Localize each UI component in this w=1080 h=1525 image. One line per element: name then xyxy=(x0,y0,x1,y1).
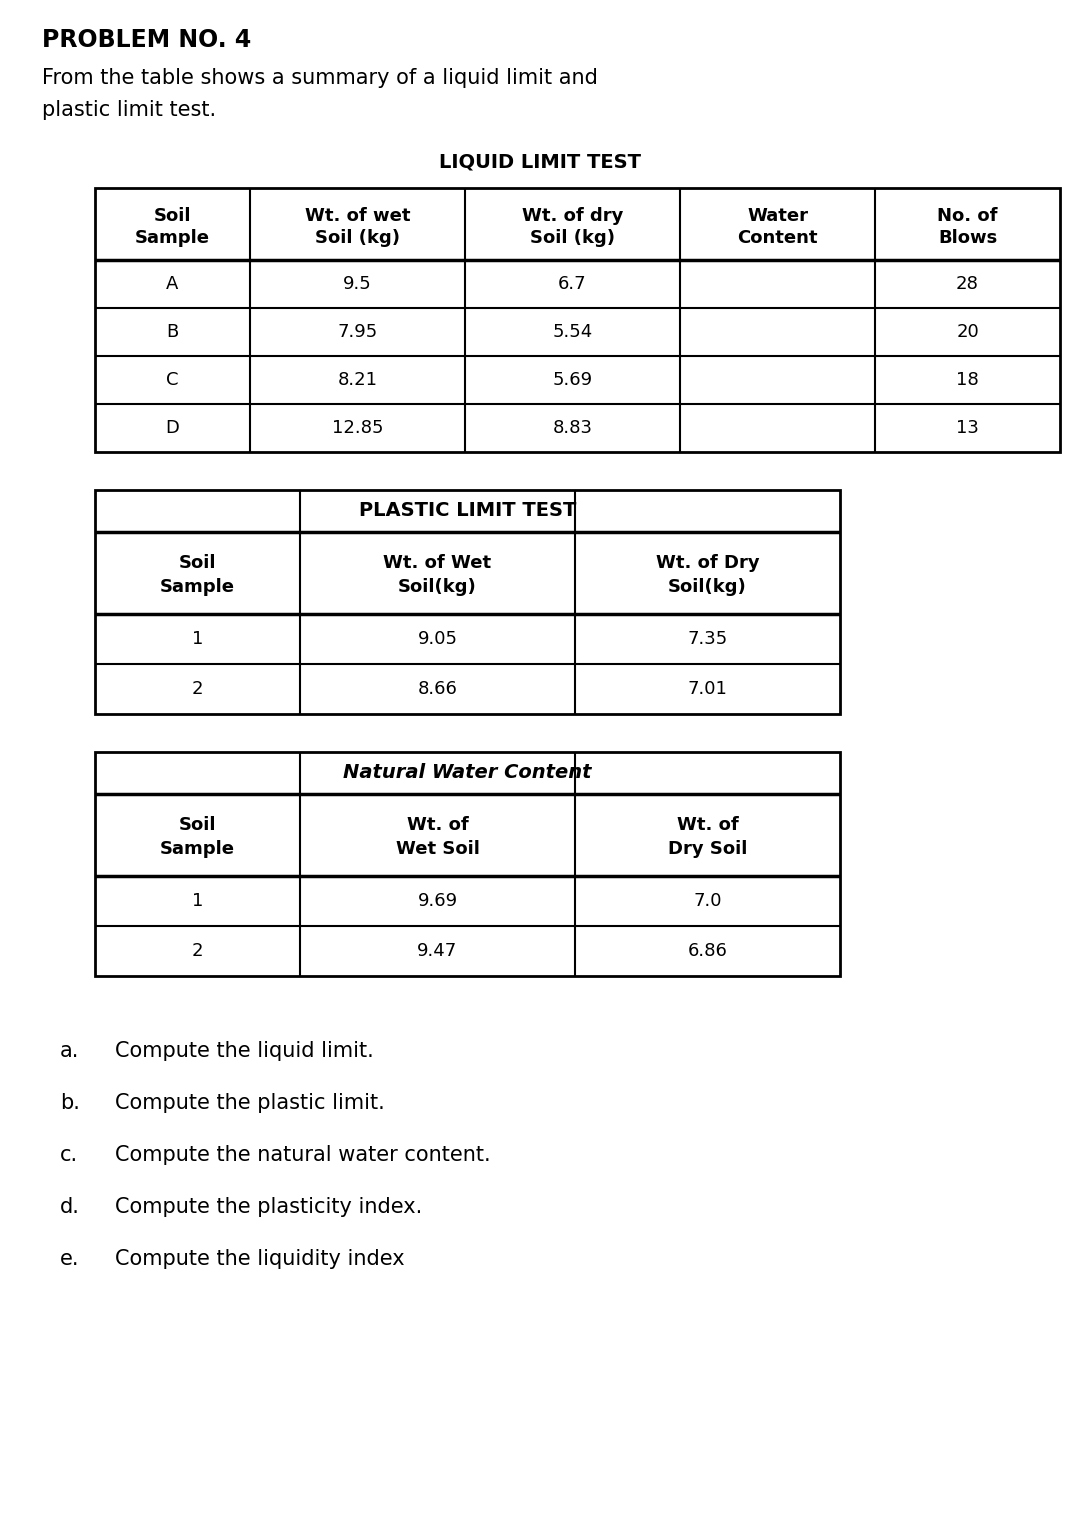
Text: 8.21: 8.21 xyxy=(337,371,378,389)
Text: Soil: Soil xyxy=(153,207,191,226)
Text: Soil: Soil xyxy=(179,816,216,834)
Text: Wt. of: Wt. of xyxy=(407,816,469,834)
Text: Soil(kg): Soil(kg) xyxy=(399,578,477,596)
Text: 28: 28 xyxy=(956,274,978,293)
Text: Wt. of Dry: Wt. of Dry xyxy=(656,554,759,572)
Text: 5.69: 5.69 xyxy=(553,371,593,389)
Text: PLASTIC LIMIT TEST: PLASTIC LIMIT TEST xyxy=(359,502,577,520)
Text: 7.35: 7.35 xyxy=(687,630,728,648)
Text: 8.66: 8.66 xyxy=(418,680,458,698)
Text: Wt. of wet: Wt. of wet xyxy=(305,207,410,226)
Text: 7.0: 7.0 xyxy=(693,892,721,910)
Text: Wt. of dry: Wt. of dry xyxy=(522,207,623,226)
Text: plastic limit test.: plastic limit test. xyxy=(42,101,216,120)
Text: b.: b. xyxy=(60,1093,80,1113)
Text: d.: d. xyxy=(60,1197,80,1217)
Text: 9.47: 9.47 xyxy=(417,942,458,961)
Text: Dry Soil: Dry Soil xyxy=(667,840,747,859)
Text: Wt. of: Wt. of xyxy=(677,816,739,834)
Bar xyxy=(95,752,840,976)
Text: 18: 18 xyxy=(956,371,978,389)
Text: 7.95: 7.95 xyxy=(337,323,378,342)
Text: c.: c. xyxy=(60,1145,78,1165)
Text: Blows: Blows xyxy=(937,229,997,247)
Text: 1: 1 xyxy=(192,630,203,648)
Text: 6.7: 6.7 xyxy=(558,274,586,293)
Text: C: C xyxy=(166,371,179,389)
Text: 2: 2 xyxy=(192,942,203,961)
Text: a.: a. xyxy=(60,1042,79,1061)
Text: 2: 2 xyxy=(192,680,203,698)
Text: LIQUID LIMIT TEST: LIQUID LIMIT TEST xyxy=(438,152,642,171)
Text: 20: 20 xyxy=(956,323,978,342)
Text: Sample: Sample xyxy=(135,229,210,247)
Bar xyxy=(95,490,840,714)
Text: Compute the plastic limit.: Compute the plastic limit. xyxy=(114,1093,384,1113)
Text: 13: 13 xyxy=(956,419,978,438)
Text: Water: Water xyxy=(747,207,808,226)
Text: Compute the liquid limit.: Compute the liquid limit. xyxy=(114,1042,374,1061)
Text: D: D xyxy=(165,419,179,438)
Text: Sample: Sample xyxy=(160,840,235,859)
Text: 9.5: 9.5 xyxy=(343,274,372,293)
Text: 9.69: 9.69 xyxy=(418,892,458,910)
Text: Wet Soil: Wet Soil xyxy=(395,840,480,859)
Text: B: B xyxy=(166,323,178,342)
Text: Content: Content xyxy=(738,229,818,247)
Text: 7.01: 7.01 xyxy=(688,680,728,698)
Text: e.: e. xyxy=(60,1249,80,1269)
Text: From the table shows a summary of a liquid limit and: From the table shows a summary of a liqu… xyxy=(42,69,598,88)
Text: Soil: Soil xyxy=(179,554,216,572)
Text: 1: 1 xyxy=(192,892,203,910)
Text: Compute the liquidity index: Compute the liquidity index xyxy=(114,1249,405,1269)
Bar xyxy=(95,188,1059,451)
Text: Compute the plasticity index.: Compute the plasticity index. xyxy=(114,1197,422,1217)
Text: Soil(kg): Soil(kg) xyxy=(669,578,747,596)
Text: PROBLEM NO. 4: PROBLEM NO. 4 xyxy=(42,27,252,52)
Text: 5.54: 5.54 xyxy=(552,323,593,342)
Text: 8.83: 8.83 xyxy=(553,419,593,438)
Text: Soil (kg): Soil (kg) xyxy=(530,229,615,247)
Text: 9.05: 9.05 xyxy=(418,630,458,648)
Text: 12.85: 12.85 xyxy=(332,419,383,438)
Text: A: A xyxy=(166,274,178,293)
Text: Soil (kg): Soil (kg) xyxy=(315,229,400,247)
Text: Natural Water Content: Natural Water Content xyxy=(343,764,592,782)
Text: Sample: Sample xyxy=(160,578,235,596)
Text: Compute the natural water content.: Compute the natural water content. xyxy=(114,1145,490,1165)
Text: 6.86: 6.86 xyxy=(688,942,728,961)
Text: No. of: No. of xyxy=(937,207,998,226)
Text: Wt. of Wet: Wt. of Wet xyxy=(383,554,491,572)
